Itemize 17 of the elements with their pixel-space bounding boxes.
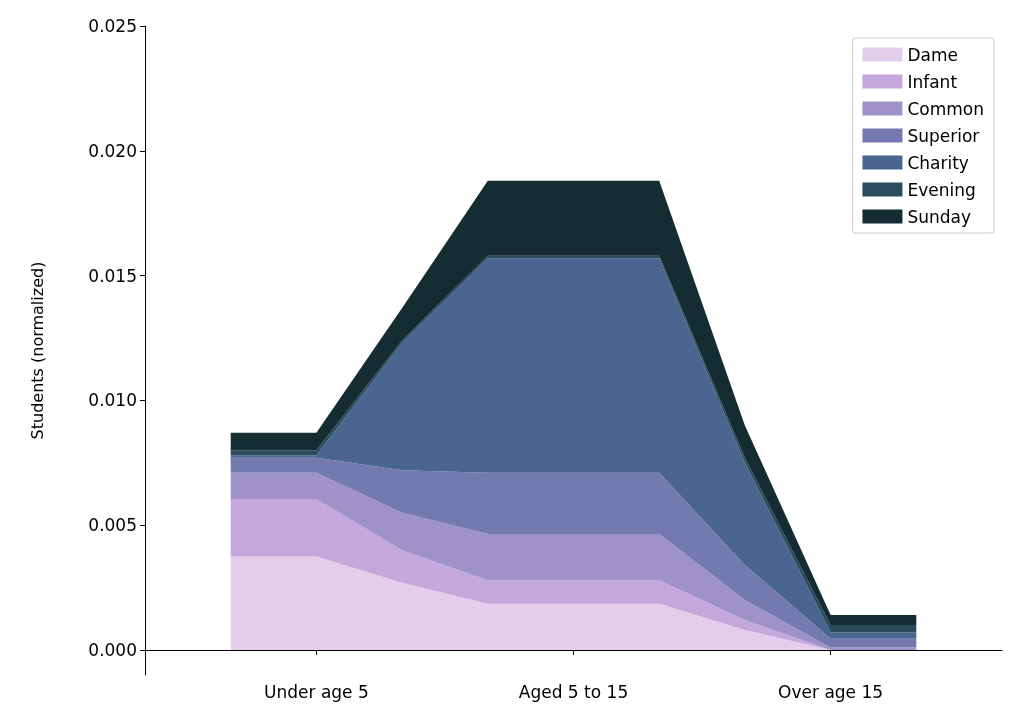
x-tick-label: Under age 5	[264, 681, 369, 702]
y-tick-label: 0.000	[88, 640, 137, 661]
x-tick-label: Over age 15	[778, 681, 884, 702]
x-tick-label: Aged 5 to 15	[518, 681, 629, 702]
y-tick-label: 0.015	[88, 265, 137, 286]
legend-label: Evening	[907, 179, 976, 200]
legend-label: Common	[907, 98, 985, 119]
y-tick-label: 0.020	[88, 140, 137, 161]
legend-label: Sunday	[907, 206, 972, 227]
legend-label: Dame	[907, 44, 958, 65]
legend-label: Superior	[907, 125, 980, 146]
y-axis-title: Students (normalized)	[27, 261, 47, 440]
legend-label: Charity	[907, 152, 969, 173]
y-tick-label: 0.005	[88, 515, 137, 536]
legend-label: Infant	[907, 71, 958, 92]
y-tick-label: 0.010	[88, 390, 137, 411]
y-tick-label: 0.025	[88, 16, 137, 36]
